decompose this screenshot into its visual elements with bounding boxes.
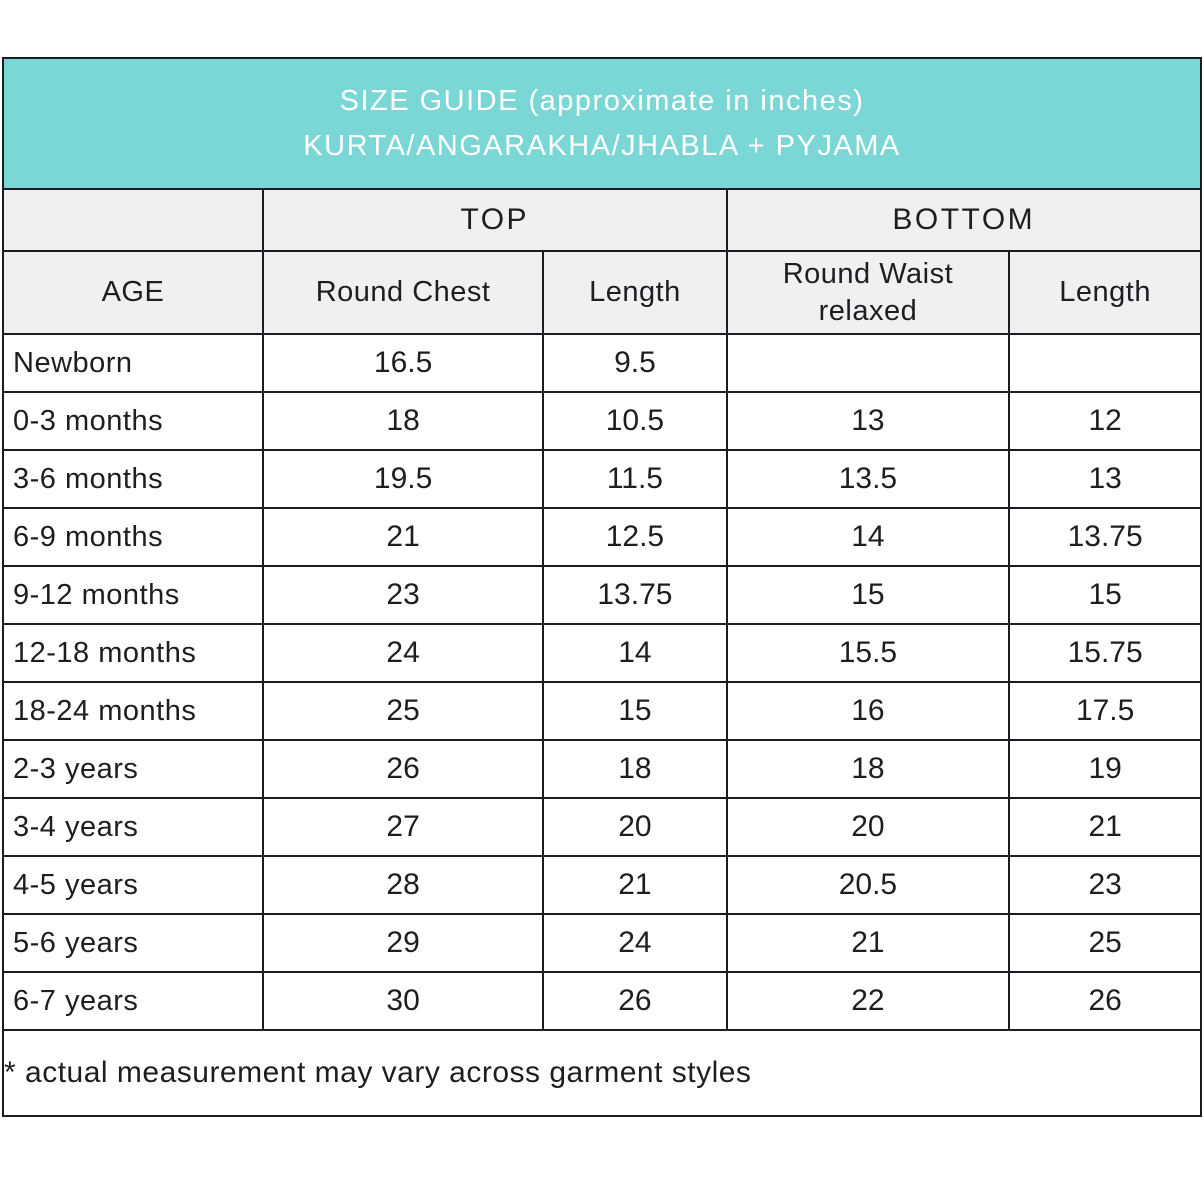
value-cell: 21 — [542, 855, 728, 915]
value-cell: 24 — [261, 623, 545, 683]
value-cell: 14 — [725, 507, 1011, 567]
age-cell: 0-3 months — [2, 391, 264, 451]
age-cell: 5-6 years — [2, 913, 264, 973]
value-cell: 20 — [725, 797, 1011, 857]
value-cell: 26 — [1008, 971, 1202, 1031]
footnote-row: * actual measurement may vary across gar… — [2, 1029, 1202, 1117]
value-cell: 15 — [1008, 565, 1202, 625]
value-cell: 26 — [261, 739, 545, 799]
value-cell: 16.5 — [261, 333, 545, 393]
age-cell: 6-9 months — [2, 507, 264, 567]
table-row: 12-18 months 24 14 15.5 15.75 — [2, 623, 1202, 683]
title-banner-row: SIZE GUIDE (approximate in inches) KURTA… — [2, 57, 1202, 190]
value-cell: 23 — [261, 565, 545, 625]
table-row: 6-7 years 30 26 22 26 — [2, 971, 1202, 1031]
value-cell: 12.5 — [542, 507, 728, 567]
value-cell: 18 — [542, 739, 728, 799]
age-cell: 2-3 years — [2, 739, 264, 799]
table-row: 9-12 months 23 13.75 15 15 — [2, 565, 1202, 625]
age-cell: Newborn — [2, 333, 264, 393]
age-cell: 4-5 years — [2, 855, 264, 915]
value-cell: 15 — [542, 681, 728, 741]
value-cell: 18 — [725, 739, 1011, 799]
age-cell: 9-12 months — [2, 565, 264, 625]
value-cell: 25 — [1008, 913, 1202, 973]
value-cell: 12 — [1008, 391, 1202, 451]
column-header-row: AGE Round Chest Length Round Waist relax… — [2, 250, 1202, 335]
column-header-round-waist: Round Waist relaxed — [725, 250, 1011, 335]
value-cell: 11.5 — [542, 449, 728, 509]
value-cell: 25 — [261, 681, 545, 741]
value-cell: 26 — [542, 971, 728, 1031]
age-cell: 12-18 months — [2, 623, 264, 683]
value-cell: 16 — [725, 681, 1011, 741]
age-cell: 18-24 months — [2, 681, 264, 741]
value-cell: 18 — [261, 391, 545, 451]
table-row: Newborn 16.5 9.5 — [2, 333, 1202, 393]
value-cell: 13.5 — [725, 449, 1011, 509]
value-cell: 13.75 — [542, 565, 728, 625]
column-header-round-chest: Round Chest — [261, 250, 545, 335]
table-row: 3-4 years 27 20 20 21 — [2, 797, 1202, 857]
value-cell: 13 — [725, 391, 1011, 451]
size-guide-page: SIZE GUIDE (approximate in inches) KURTA… — [2, 57, 1203, 1117]
group-header-bottom: BOTTOM — [725, 188, 1203, 252]
table-row: 6-9 months 21 12.5 14 13.75 — [2, 507, 1202, 567]
value-cell: 17.5 — [1008, 681, 1202, 741]
value-cell: 15.75 — [1008, 623, 1202, 683]
value-cell: 21 — [725, 913, 1011, 973]
column-header-bottom-length: Length — [1008, 250, 1202, 335]
size-rows: Newborn 16.5 9.5 0-3 months 18 10.5 13 12 3-6 mo… — [2, 333, 1202, 1031]
table-row: 2-3 years 26 18 18 19 — [2, 739, 1202, 799]
value-cell — [725, 333, 1011, 393]
value-cell: 24 — [542, 913, 728, 973]
table-row: 18-24 months 25 15 16 17.5 — [2, 681, 1202, 741]
value-cell: 15.5 — [725, 623, 1011, 683]
table-row: 5-6 years 29 24 21 25 — [2, 913, 1202, 973]
value-cell: 13.75 — [1008, 507, 1202, 567]
value-cell: 29 — [261, 913, 545, 973]
value-cell: 30 — [261, 971, 545, 1031]
age-cell: 3-4 years — [2, 797, 264, 857]
value-cell: 15 — [725, 565, 1011, 625]
value-cell: 27 — [261, 797, 545, 857]
value-cell: 23 — [1008, 855, 1202, 915]
value-cell: 10.5 — [542, 391, 728, 451]
age-cell: 6-7 years — [2, 971, 264, 1031]
value-cell: 22 — [725, 971, 1011, 1031]
table-row: 0-3 months 18 10.5 13 12 — [2, 391, 1202, 451]
value-cell: 20.5 — [725, 855, 1011, 915]
value-cell: 21 — [261, 507, 545, 567]
group-header-row: TOP BOTTOM — [2, 188, 1203, 252]
value-cell: 14 — [542, 623, 728, 683]
value-cell: 9.5 — [542, 333, 728, 393]
title-line-2: KURTA/ANGARAKHA/JHABLA + PYJAMA — [303, 129, 901, 162]
size-guide-table: SIZE GUIDE (approximate in inches) KURTA… — [2, 57, 1203, 1117]
column-header-top-length: Length — [542, 250, 728, 335]
title-line-1: SIZE GUIDE (approximate in inches) — [339, 84, 865, 117]
value-cell: 21 — [1008, 797, 1202, 857]
footnote-text: * actual measurement may vary across gar… — [2, 1029, 1202, 1117]
table-row: 4-5 years 28 21 20.5 23 — [2, 855, 1202, 915]
group-header-top: TOP — [261, 188, 728, 252]
age-cell: 3-6 months — [2, 449, 264, 509]
value-cell: 19 — [1008, 739, 1202, 799]
group-header-empty — [2, 188, 264, 252]
value-cell — [1008, 333, 1202, 393]
table-row: 3-6 months 19.5 11.5 13.5 13 — [2, 449, 1202, 509]
value-cell: 20 — [542, 797, 728, 857]
value-cell: 28 — [261, 855, 545, 915]
column-header-age: AGE — [2, 250, 264, 335]
column-header-round-waist-label: Round Waist relaxed — [782, 258, 954, 327]
value-cell: 13 — [1008, 449, 1202, 509]
value-cell: 19.5 — [261, 449, 545, 509]
title-banner: SIZE GUIDE (approximate in inches) KURTA… — [2, 57, 1202, 190]
